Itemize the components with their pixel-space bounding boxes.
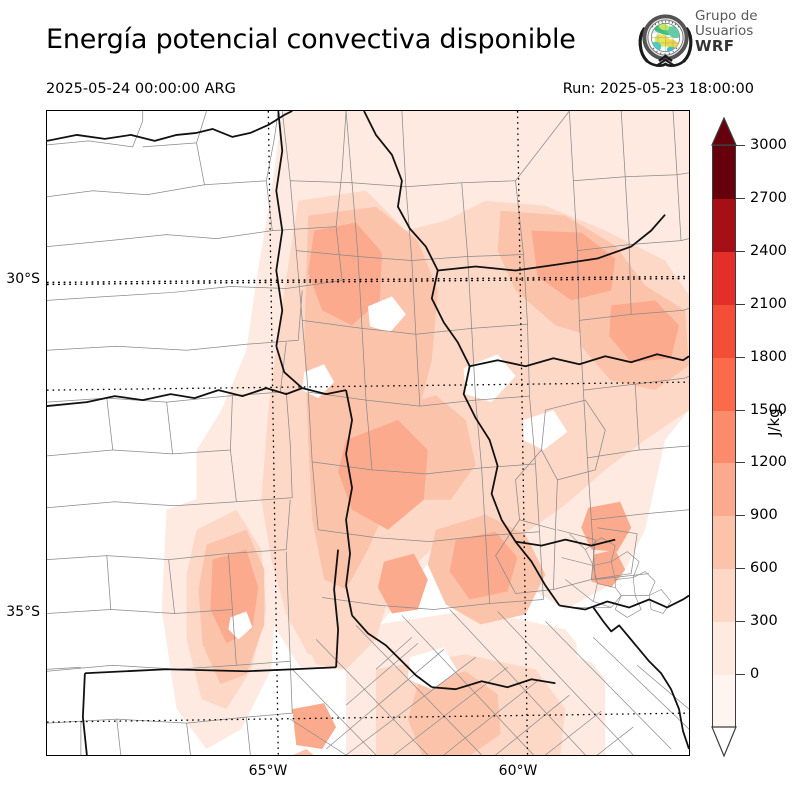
colorbar-tick-mark xyxy=(736,250,745,252)
logo-line-3: WRF xyxy=(695,37,735,55)
colorbar-unit-label: J/kg xyxy=(765,408,783,436)
map-xlabel-60W: 60°W xyxy=(498,763,538,779)
colorbar-tick-mark xyxy=(736,462,745,464)
colorbar-tick-mark xyxy=(736,515,745,517)
colorbar-tick-label: 1800 xyxy=(750,348,787,365)
colorbar-band xyxy=(713,357,735,411)
colorbar-tick-label: 900 xyxy=(750,507,778,524)
colorbar-under-arrow xyxy=(711,726,737,757)
colorbar-tick-mark xyxy=(736,303,745,305)
colorbar-band xyxy=(713,622,735,676)
colorbar-tick-mark xyxy=(736,197,745,199)
map-ylabel-35S: 35°S xyxy=(6,604,40,620)
colorbar-band xyxy=(713,251,735,305)
colorbar-band xyxy=(713,516,735,570)
colorbar-tick-mark xyxy=(736,568,745,570)
province-boundaries xyxy=(47,111,689,755)
run-time-label: Run: 2025-05-23 18:00:00 xyxy=(562,81,754,97)
colorbar-tick-mark xyxy=(736,621,745,623)
map-xlabel-65W: 65°W xyxy=(248,763,288,779)
page-title: Energía potencial convectiva disponible xyxy=(46,24,576,55)
colorbar-band xyxy=(713,198,735,252)
graticule-lon-60W xyxy=(516,111,529,755)
graticule-lat-30S xyxy=(47,381,689,391)
colorbar-tick-label: 2400 xyxy=(750,242,787,259)
colorbar-band xyxy=(713,675,735,728)
map-panel[interactable] xyxy=(46,110,690,756)
colorbar-tick-label: 3000 xyxy=(750,137,787,153)
map-ylabel-30S: 30°S xyxy=(6,271,40,287)
wrf-user-group-logo: Grupo de Usuarios WRF xyxy=(637,9,797,71)
colorbar-tick-mark xyxy=(736,674,745,676)
logo-line-1: Grupo de xyxy=(695,8,758,24)
colorbar-band xyxy=(713,146,735,199)
graticule-lines xyxy=(47,111,689,755)
colorbar-tick-mark xyxy=(736,409,745,411)
colorbar-tick-label: 0 xyxy=(750,666,760,683)
colorbar-band xyxy=(713,410,735,464)
colorbar-tick-label: 1500 xyxy=(750,401,787,418)
logo-text-block: Grupo de Usuarios WRF xyxy=(695,9,797,54)
colorbar-band xyxy=(713,304,735,358)
graticule-lon-65W xyxy=(267,111,279,755)
logo-line-2: Usuarios xyxy=(695,23,754,39)
colorbar-tick-mark xyxy=(736,145,745,146)
colorbar[interactable]: 3000 2700 2400 2100 1800 1500 1200 900 600 300 0 xyxy=(711,117,787,757)
colorbar-gradient xyxy=(712,145,736,728)
colorbar-tick-label: 300 xyxy=(750,613,778,630)
wrf-seal-globe-icon xyxy=(638,14,693,67)
colorbar-over-arrow xyxy=(711,117,737,146)
cape-shading-layer xyxy=(161,111,689,755)
colorbar-tick-label: 1200 xyxy=(750,454,787,471)
colorbar-tick-mark xyxy=(736,356,745,358)
valid-time-label: 2025-05-24 00:00:00 ARG xyxy=(46,81,236,97)
colorbar-band xyxy=(713,463,735,517)
colorbar-tick-label: 2700 xyxy=(750,189,787,206)
colorbar-tick-label: 600 xyxy=(750,560,778,577)
cape-map-canvas xyxy=(47,111,689,755)
graticule-lat-35S xyxy=(47,712,689,723)
colorbar-band xyxy=(713,569,735,623)
colorbar-tick-label: 2100 xyxy=(750,295,787,312)
